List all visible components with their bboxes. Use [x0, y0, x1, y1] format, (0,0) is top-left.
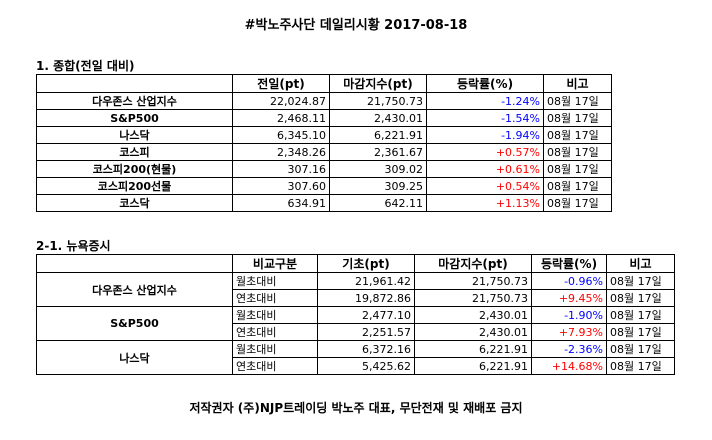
- prev-value: 22,024.87: [232, 92, 330, 110]
- index-name: S&P500: [36, 306, 233, 341]
- table-row: 코스피200(현물) 307.16 309.02 +0.61% 08월 17일: [36, 160, 612, 178]
- change-value: +0.54%: [426, 177, 544, 195]
- change-value: -1.90%: [531, 306, 607, 324]
- table-row: 나스닥 월초대비 6,372.16 6,221.91 -2.36% 08월 17…: [36, 340, 675, 375]
- close-value: 2,430.01: [414, 323, 532, 341]
- compare-type: 연초대비: [232, 289, 318, 307]
- table-header-row: 전일(pt) 마감지수(pt) 등락률(%) 비고: [36, 74, 612, 93]
- table-row: 코스닥 634.91 642.11 +1.13% 08월 17일: [36, 194, 612, 212]
- table-row: S&P500 월초대비 2,477.10 2,430.01 -1.90% 08월…: [36, 306, 675, 341]
- table-row: 코스피200선물 307.60 309.25 +0.54% 08월 17일: [36, 177, 612, 195]
- compare-type: 월초대비: [232, 272, 318, 290]
- prev-value: 2,348.26: [232, 143, 330, 161]
- close-value: 309.25: [329, 177, 427, 195]
- summary-table: 전일(pt) 마감지수(pt) 등락률(%) 비고 다우존스 산업지수 22,0…: [36, 74, 612, 212]
- note-value: 08월 17일: [543, 92, 612, 110]
- header-close: 마감지수(pt): [329, 74, 427, 93]
- close-value: 6,221.91: [329, 126, 427, 144]
- note-value: 08월 17일: [543, 126, 612, 144]
- base-value: 5,425.62: [317, 357, 415, 375]
- change-value: +0.57%: [426, 143, 544, 161]
- index-name: 코스피200(현물): [36, 160, 233, 178]
- close-value: 2,430.01: [414, 306, 532, 324]
- note-value: 08월 17일: [606, 306, 675, 324]
- note-value: 08월 17일: [606, 340, 675, 358]
- close-value: 2,361.67: [329, 143, 427, 161]
- compare-type: 월초대비: [232, 340, 318, 358]
- change-value: +9.45%: [531, 289, 607, 307]
- base-value: 2,251.57: [317, 323, 415, 341]
- change-value: -1.24%: [426, 92, 544, 110]
- table-row: S&P500 2,468.11 2,430.01 -1.54% 08월 17일: [36, 109, 612, 127]
- index-name: 다우존스 산업지수: [36, 272, 233, 307]
- index-name: 코스피: [36, 143, 233, 161]
- header-close: 마감지수(pt): [414, 254, 532, 273]
- header-empty: [36, 74, 233, 93]
- close-value: 6,221.91: [414, 340, 532, 358]
- change-value: -1.94%: [426, 126, 544, 144]
- header-note: 비고: [606, 254, 675, 273]
- compare-type: 연초대비: [232, 357, 318, 375]
- compare-type: 월초대비: [232, 306, 318, 324]
- change-value: +14.68%: [531, 357, 607, 375]
- header-type: 비교구분: [232, 254, 318, 273]
- change-value: +1.13%: [426, 194, 544, 212]
- note-value: 08월 17일: [543, 194, 612, 212]
- note-value: 08월 17일: [606, 272, 675, 290]
- prev-value: 307.16: [232, 160, 330, 178]
- change-value: -1.54%: [426, 109, 544, 127]
- close-value: 21,750.73: [329, 92, 427, 110]
- change-value: -2.36%: [531, 340, 607, 358]
- change-value: +7.93%: [531, 323, 607, 341]
- prev-value: 6,345.10: [232, 126, 330, 144]
- header-note: 비고: [543, 74, 612, 93]
- copyright-footer: 저작권자 (주)NJP트레이딩 박노주 대표, 무단전재 및 재배포 금지: [189, 401, 523, 415]
- header-prev: 전일(pt): [232, 74, 330, 93]
- note-value: 08월 17일: [606, 357, 675, 375]
- note-value: 08월 17일: [543, 143, 612, 161]
- base-value: 19,872.86: [317, 289, 415, 307]
- base-value: 6,372.16: [317, 340, 415, 358]
- close-value: 2,430.01: [329, 109, 427, 127]
- note-value: 08월 17일: [543, 160, 612, 178]
- note-value: 08월 17일: [606, 323, 675, 341]
- header-empty: [36, 254, 233, 273]
- prev-value: 2,468.11: [232, 109, 330, 127]
- index-name: 다우존스 산업지수: [36, 92, 233, 110]
- change-value: +0.61%: [426, 160, 544, 178]
- table-row: 연초대비 5,425.62 6,221.91 +14.68% 08월 17일: [37, 357, 675, 375]
- table-row: 다우존스 산업지수 월초대비 21,961.42 21,750.73 -0.96…: [36, 272, 675, 307]
- prev-value: 307.60: [232, 177, 330, 195]
- section2-heading: 2-1. 뉴욕증시: [36, 239, 111, 253]
- newyork-table: 비교구분 기초(pt) 마감지수(pt) 등락률(%) 비고 다우존스 산업지수…: [36, 254, 675, 375]
- close-value: 642.11: [329, 194, 427, 212]
- index-name: 나스닥: [36, 126, 233, 144]
- index-name: 나스닥: [36, 340, 233, 375]
- table-row: 나스닥 6,345.10 6,221.91 -1.94% 08월 17일: [36, 126, 612, 144]
- table-header-row: 비교구분 기초(pt) 마감지수(pt) 등락률(%) 비고: [36, 254, 675, 273]
- close-value: 21,750.73: [414, 272, 532, 290]
- note-value: 08월 17일: [543, 109, 612, 127]
- note-value: 08월 17일: [543, 177, 612, 195]
- change-value: -0.96%: [531, 272, 607, 290]
- index-name: 코스닥: [36, 194, 233, 212]
- close-value: 6,221.91: [414, 357, 532, 375]
- close-value: 21,750.73: [414, 289, 532, 307]
- section1-heading: 1. 종합(전일 대비): [36, 59, 135, 73]
- prev-value: 634.91: [232, 194, 330, 212]
- close-value: 309.02: [329, 160, 427, 178]
- compare-type: 연초대비: [232, 323, 318, 341]
- index-name: S&P500: [36, 109, 233, 127]
- table-row: 다우존스 산업지수 22,024.87 21,750.73 -1.24% 08월…: [36, 92, 612, 110]
- page-title: #박노주사단 데일리시황 2017-08-18: [244, 18, 468, 33]
- header-change: 등락률(%): [531, 254, 607, 273]
- header-base: 기초(pt): [317, 254, 415, 273]
- table-row: 코스피 2,348.26 2,361.67 +0.57% 08월 17일: [36, 143, 612, 161]
- base-value: 21,961.42: [317, 272, 415, 290]
- header-change: 등락률(%): [426, 74, 544, 93]
- index-name: 코스피200선물: [36, 177, 233, 195]
- base-value: 2,477.10: [317, 306, 415, 324]
- note-value: 08월 17일: [606, 289, 675, 307]
